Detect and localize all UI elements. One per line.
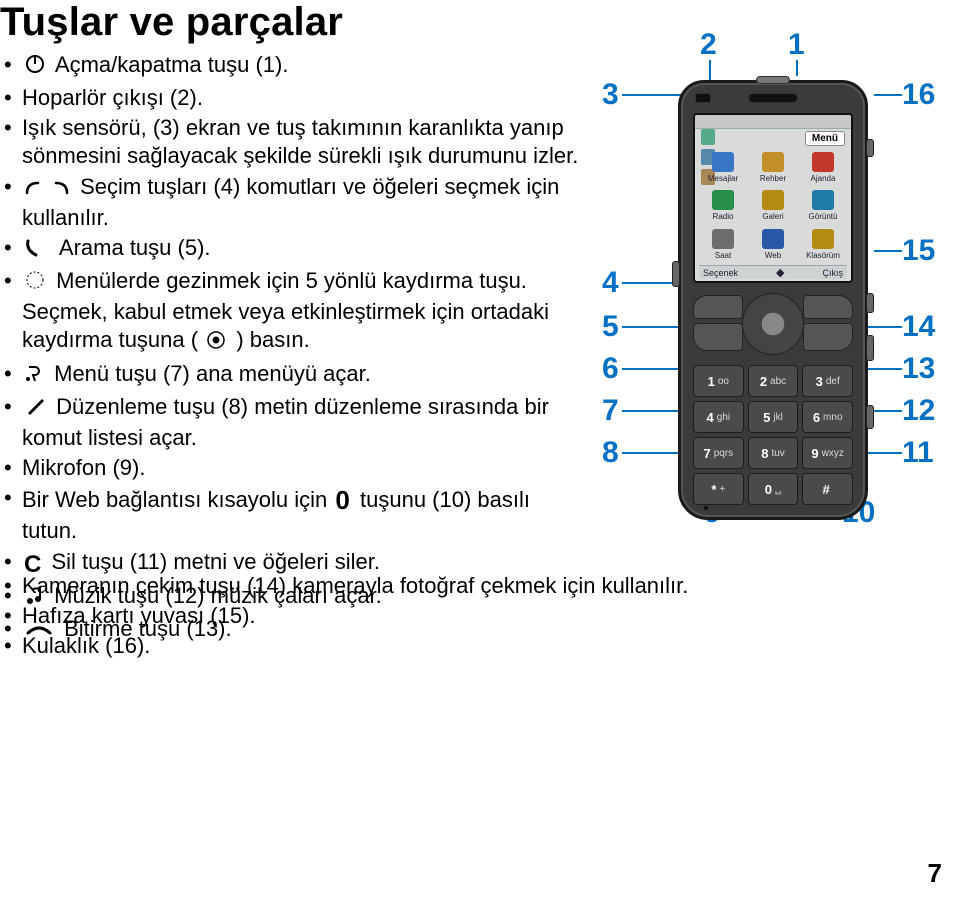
keypad-key: 9wxyz: [802, 437, 853, 469]
keypad-key: 6mno: [802, 401, 853, 433]
callout-8: 8: [602, 436, 619, 470]
list-text: Açma/kapatma tuşu (1).: [55, 52, 289, 77]
list-item: Menülerde gezinmek için 5 yönlü kaydırma…: [0, 267, 584, 357]
dpad-ring-icon: [24, 269, 46, 298]
list-item: Düzenleme tuşu (8) metin düzenleme sıras…: [0, 393, 584, 452]
keypad: 1oo2abc3def 4ghi5jkl6mno 7pqrs8tuv9wxyz *+0…: [693, 365, 853, 505]
call-key: [693, 323, 743, 351]
callout-15: 15: [902, 234, 935, 268]
zero-key-icon: 0: [335, 484, 349, 517]
callout-16: 16: [902, 78, 935, 112]
keypad-key: *+: [693, 473, 744, 505]
list-item: Mikrofon (9).: [0, 454, 584, 482]
list-text: Seçim tuşları (4) komutları ve öğeleri s…: [22, 174, 559, 230]
app-icon: Görüntü: [799, 188, 847, 225]
camera-key: [866, 335, 874, 361]
app-icon: Saat: [699, 226, 747, 263]
callout-12: 12: [902, 394, 935, 428]
list-item: Kameranın çekim tuşu (14) kamerayla foto…: [0, 572, 940, 600]
list-text: Hoparlör çıkışı (2).: [22, 85, 203, 110]
list-item: Seçim tuşları (4) komutları ve öğeleri s…: [0, 173, 584, 232]
app-grid: MesajlarRehberAjanda RadioGaleriGörüntü Sa…: [699, 149, 847, 263]
callout-7: 7: [602, 394, 619, 428]
list-item: Açma/kapatma tuşu (1).: [0, 51, 584, 82]
app-icon: Radio: [699, 188, 747, 225]
softkey-bar: Seçenek ◆ Çıkış: [699, 265, 847, 279]
keypad-key: 5jkl: [748, 401, 799, 433]
list-item: Hafıza kartı yuvası (15).: [0, 602, 940, 630]
phone-body: Menü MesajlarRehberAjanda RadioGaleriGörü…: [678, 80, 868, 520]
callout-6: 6: [602, 352, 619, 386]
list-item: Menü tuşu (7) ana menüyü açar.: [0, 360, 584, 391]
keypad-key: 1oo: [693, 365, 744, 397]
callout-3: 3: [602, 78, 619, 112]
list-text: Düzenleme tuşu (8) metin düzenleme sıras…: [22, 394, 549, 450]
list-text: Arama tuşu (5).: [59, 235, 211, 260]
list-item: Işık sensörü, (3) ekran ve tuş takımının…: [0, 114, 584, 170]
left-softkey: [693, 295, 743, 319]
status-bar: [695, 115, 851, 129]
keypad-key: 2abc: [748, 365, 799, 397]
callout-13: 13: [902, 352, 935, 386]
callout-14: 14: [902, 310, 935, 344]
callout-1: 1: [788, 28, 805, 62]
bullet-list-left: Açma/kapatma tuşu (1). Hoparlör çıkışı (…: [0, 51, 584, 647]
call-icon: [24, 237, 50, 265]
dpad: [742, 293, 804, 355]
list-item: Hoparlör çıkışı (2).: [0, 84, 584, 112]
power-icon: [24, 53, 46, 82]
right-softkey: [803, 295, 853, 319]
bullet-list-full: Kameranın çekim tuşu (14) kamerayla foto…: [0, 572, 940, 660]
memory-card-slot: [672, 261, 680, 287]
dpad-center-icon: [206, 329, 226, 357]
page-title: Tuşlar ve parçalar: [0, 0, 584, 51]
list-item: Kulaklık (16).: [0, 632, 940, 660]
list-text: Hafıza kartı yuvası (15).: [22, 603, 256, 628]
list-item: Bir Web bağlantısı kısayolu için 0 tuşun…: [0, 484, 584, 545]
softkey-left-label: Seçenek: [703, 268, 738, 278]
keypad-key: 7pqrs: [693, 437, 744, 469]
menu-title: Menü: [805, 131, 845, 146]
app-icon: Klasörüm: [799, 226, 847, 263]
microphone: [703, 505, 709, 511]
list-text: Sil tuşu (11) metni ve öğeleri siler.: [51, 549, 380, 574]
keypad-key: #: [802, 473, 853, 505]
softkey-right-label: Çıkış: [822, 268, 843, 278]
keypad-key: 4ghi: [693, 401, 744, 433]
list-text: Menü tuşu (7) ana menüyü açar.: [54, 361, 371, 386]
app-icon: Rehber: [749, 149, 797, 186]
list-text: Kameranın çekim tuşu (14) kamerayla foto…: [22, 573, 688, 598]
menu-icon: [24, 363, 44, 391]
app-icon: Web: [749, 226, 797, 263]
list-text: Kulaklık (16).: [22, 633, 150, 658]
keypad-key: 0␣: [748, 473, 799, 505]
app-icon: Galeri: [749, 188, 797, 225]
power-button: [756, 76, 790, 84]
pencil-icon: [24, 395, 46, 424]
list-text: Mikrofon (9).: [22, 455, 145, 480]
list-text: Işık sensörü, (3) ekran ve tuş takımının…: [22, 115, 578, 168]
softkeys-icon: [24, 176, 70, 204]
clear-key: [866, 405, 874, 429]
app-icon: Mesajlar: [699, 149, 747, 186]
keypad-key: 8tuv: [748, 437, 799, 469]
end-key: [803, 323, 853, 351]
light-sensor: [748, 93, 798, 103]
callout-11: 11: [902, 436, 934, 470]
list-text: ) basın.: [236, 327, 309, 352]
page-number: 7: [928, 858, 942, 889]
app-icon: Ajanda: [799, 149, 847, 186]
headset-jack: [866, 139, 874, 157]
music-key: [866, 293, 874, 313]
keypad-key: 3def: [802, 365, 853, 397]
list-item: Arama tuşu (5).: [0, 234, 584, 265]
phone-diagram: 2 1 3 4 5 6 7 8 9 10 16 15 14 13 12 11: [596, 34, 946, 554]
loudspeaker: [695, 93, 711, 103]
phone-screen: Menü MesajlarRehberAjanda RadioGaleriGörü…: [693, 113, 853, 283]
callout-2: 2: [700, 28, 717, 62]
callout-5: 5: [602, 310, 619, 344]
list-text: Bir Web bağlantısı kısayolu için: [22, 487, 333, 512]
callout-4: 4: [602, 266, 619, 300]
nav-cluster: [693, 291, 853, 357]
